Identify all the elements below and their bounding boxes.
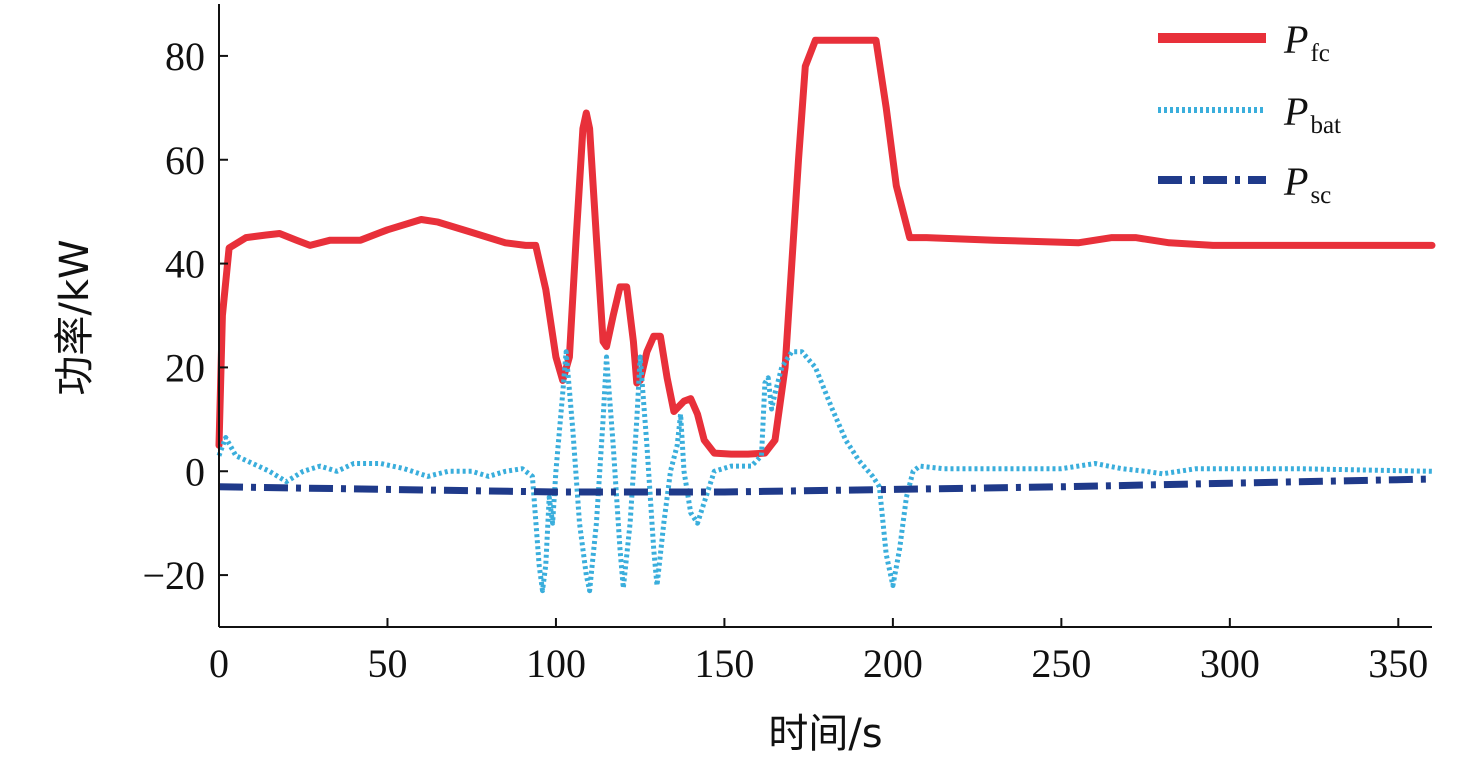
- y-tick-label: 0: [185, 449, 205, 494]
- y-tick-label: 60: [165, 138, 205, 183]
- legend: Pfc Pbat Psc: [1158, 17, 1341, 209]
- x-tick-label: 350: [1368, 641, 1428, 686]
- y-tick-label: 20: [165, 345, 205, 390]
- x-tick-label: 100: [526, 641, 586, 686]
- x-tick-label: 200: [863, 641, 923, 686]
- series-line-sc: [218, 475, 1433, 496]
- series-layer: [215, 36, 1436, 594]
- x-tick-label: 250: [1031, 641, 1091, 686]
- series-line-bat: [216, 349, 1433, 594]
- x-axis-title: 时间/s: [768, 711, 882, 757]
- series-line-fc: [215, 36, 1436, 458]
- legend-label-bat: Pbat: [1283, 89, 1341, 139]
- legend-label-fc: Pfc: [1283, 17, 1330, 67]
- x-tick-label: 0: [209, 641, 229, 686]
- y-tick-label: 40: [165, 242, 205, 287]
- x-tick-label: 50: [367, 641, 407, 686]
- legend-label-sc: Psc: [1283, 159, 1331, 209]
- x-tick-label: 300: [1200, 641, 1260, 686]
- y-tick-label: −20: [142, 553, 205, 598]
- x-tick-label: 150: [694, 641, 754, 686]
- y-tick-label: 80: [165, 34, 205, 79]
- axes-layer: [218, 4, 1432, 628]
- y-axis-title: 功率/kW: [52, 239, 98, 395]
